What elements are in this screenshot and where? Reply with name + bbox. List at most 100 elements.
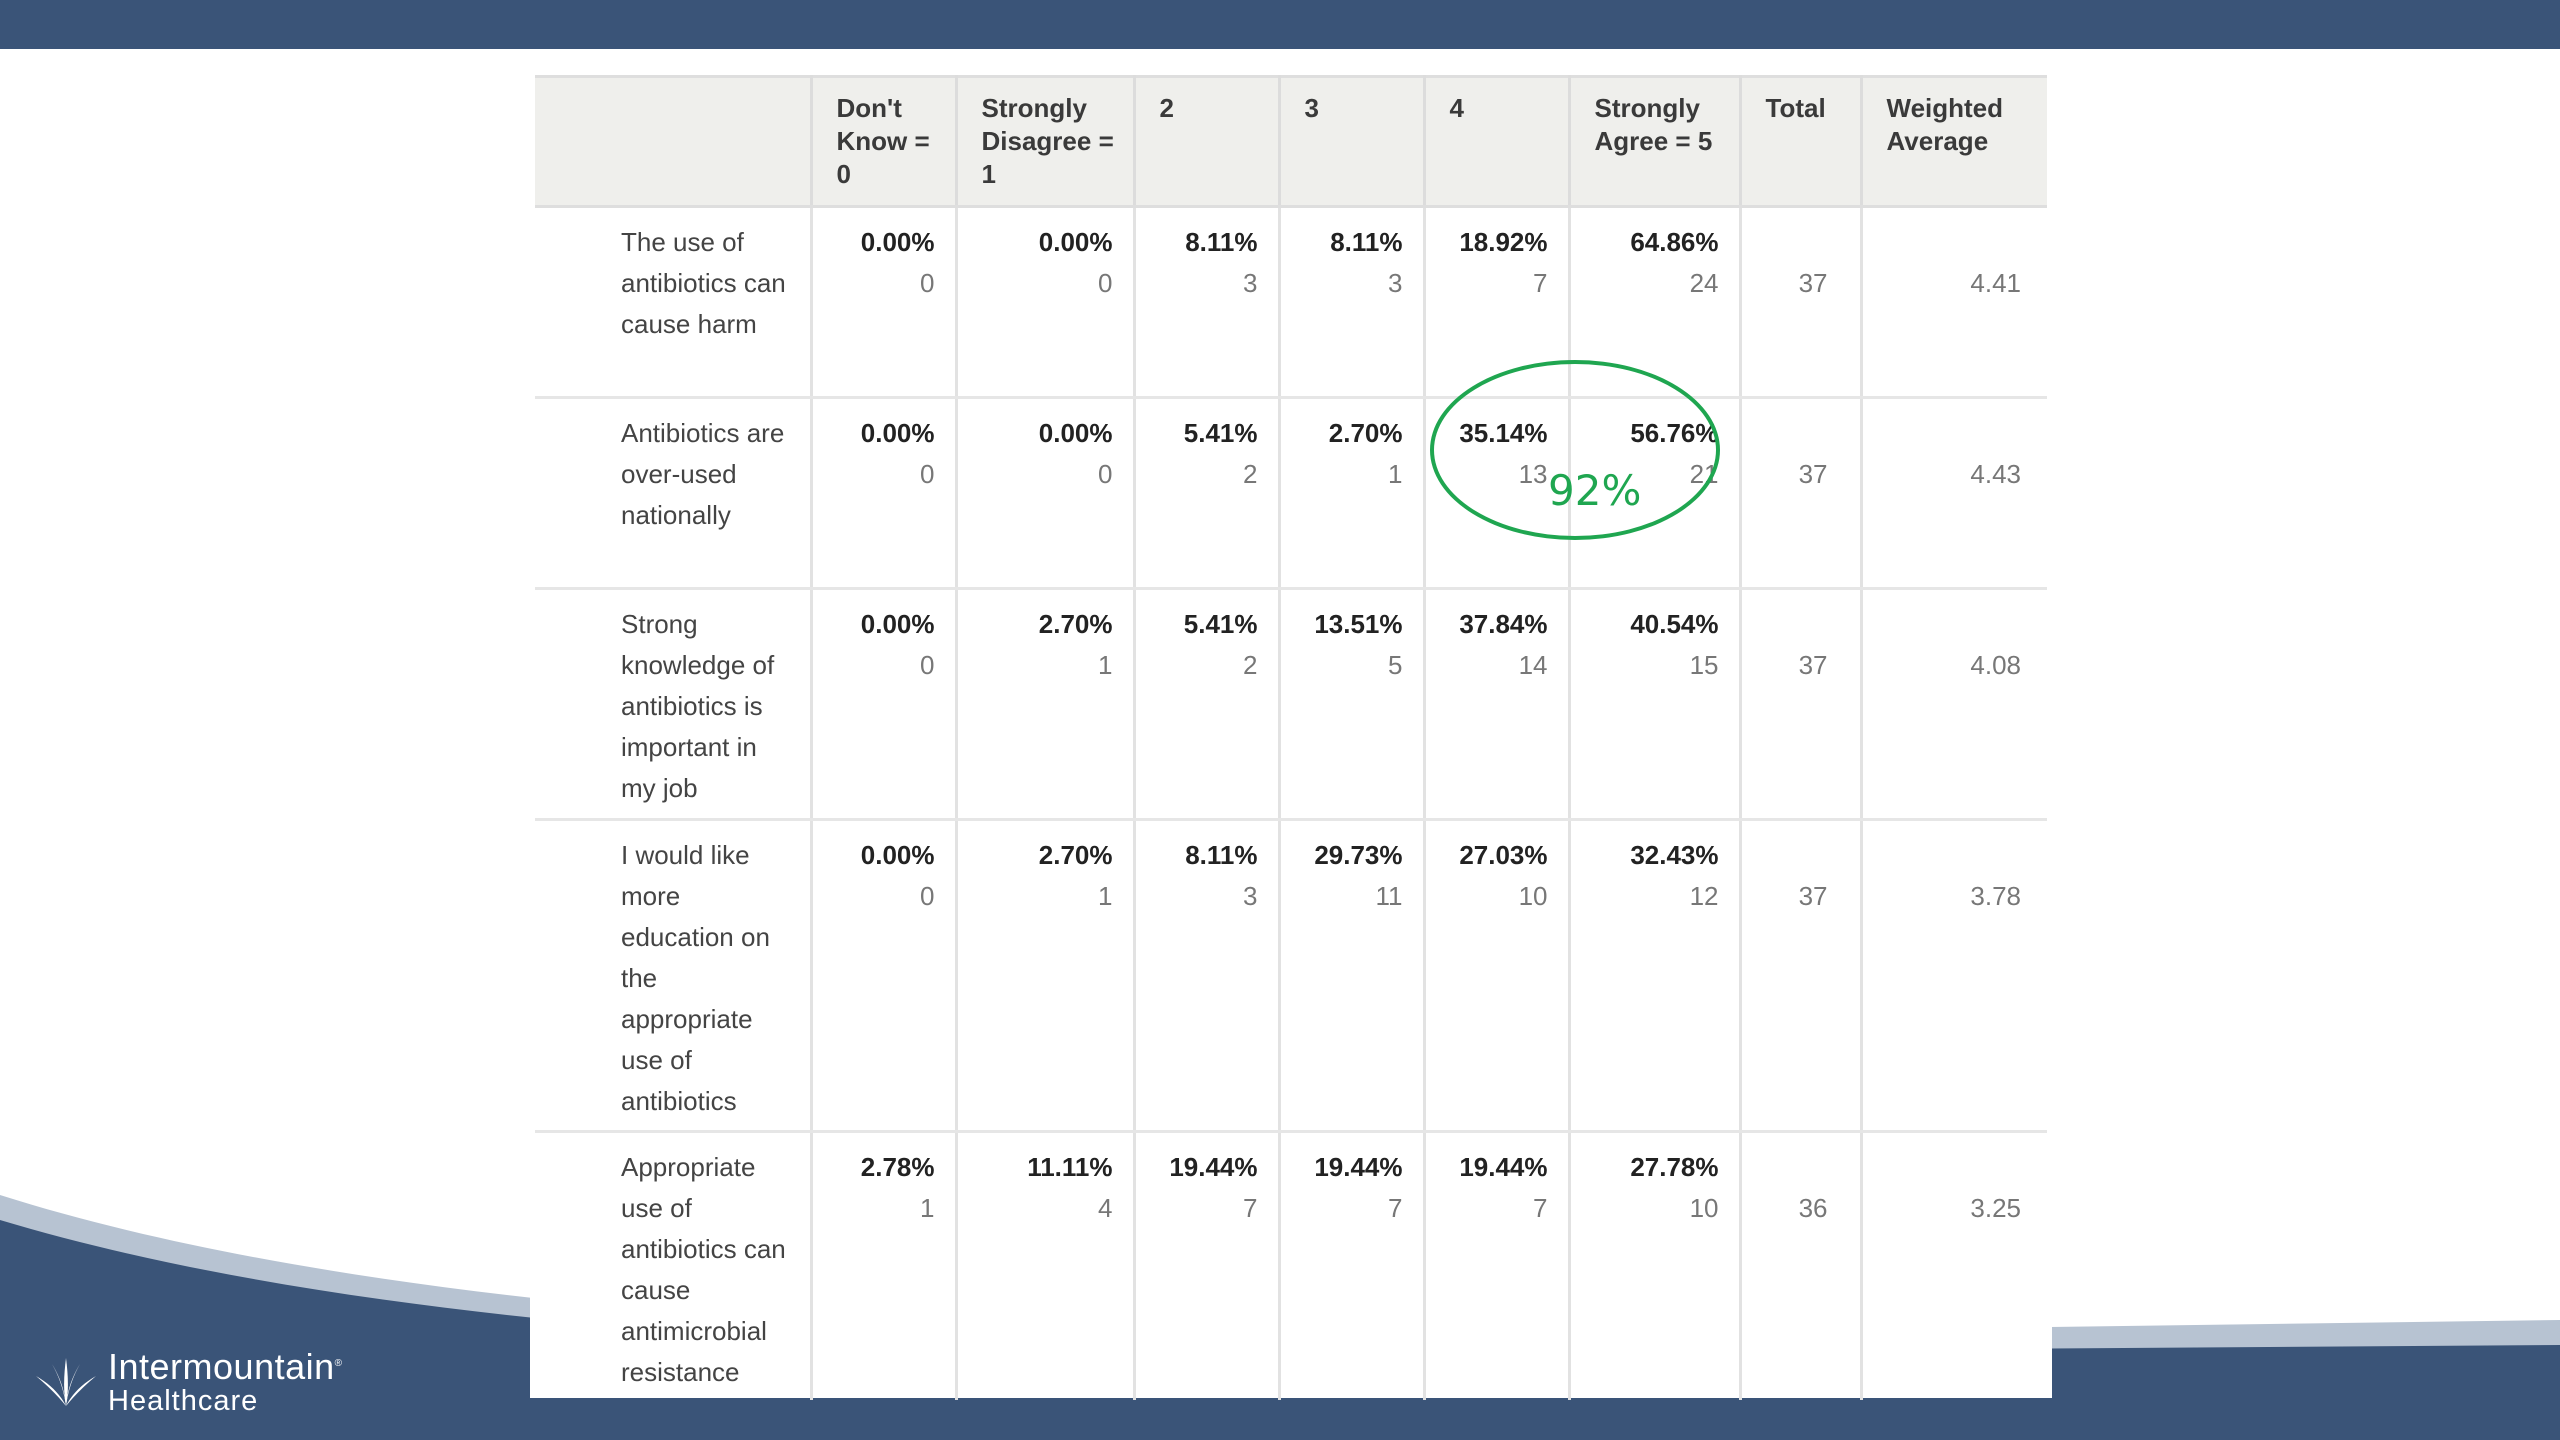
count-value: 10: [1689, 1193, 1719, 1223]
response-cell: 0.00% 0: [956, 206, 1136, 399]
count-value: 11: [1375, 881, 1403, 911]
percent-value: 27.78%: [1630, 1152, 1719, 1182]
question-cell: Appropriate use of antibiotics can cause…: [535, 1131, 813, 1400]
response-cell: 18.92% 7: [1424, 206, 1571, 399]
percent-value: 64.86%: [1630, 227, 1719, 257]
count-value: 15: [1689, 650, 1719, 680]
response-cell: 5.41% 2: [1134, 588, 1281, 821]
percent-value: 0.00%: [860, 418, 935, 448]
response-cell: 19.44% 7: [1279, 1131, 1426, 1400]
response-cell: 13.51% 5: [1279, 588, 1426, 821]
top-banner-bar: [0, 0, 2560, 49]
percent-value: 8.11%: [1185, 227, 1258, 257]
response-cell: 8.11% 3: [1134, 206, 1281, 399]
response-cell: 0.00% 0: [811, 397, 958, 590]
count-value: 3: [1243, 881, 1258, 911]
percent-value: 0.00%: [1038, 227, 1113, 257]
count-value: 0: [920, 268, 935, 298]
trademark-symbol: ®: [334, 1357, 343, 1369]
response-cell: 27.03% 10: [1424, 819, 1571, 1133]
count-value: 2: [1243, 650, 1258, 680]
question-cell: Strong knowledge of antibiotics is impor…: [535, 588, 813, 821]
table-row: I would like more education on the appro…: [535, 819, 2047, 1133]
response-cell: 64.86% 24: [1569, 206, 1742, 399]
count-value: 5: [1388, 650, 1403, 680]
percent-value: 2.78%: [860, 1152, 935, 1182]
count-value: 0: [920, 881, 935, 911]
count-value: 1: [1388, 459, 1403, 489]
count-value: 14: [1518, 650, 1548, 680]
highlight-ellipse: [1430, 360, 1720, 540]
combined-agree-label: 92%: [1548, 466, 1642, 515]
response-cell: 0.00% 0: [956, 397, 1136, 590]
percent-value: 40.54%: [1630, 609, 1719, 639]
response-cell: 0.00% 0: [811, 588, 958, 821]
percent-value: 32.43%: [1630, 840, 1719, 870]
table-row: The use of antibiotics can cause harm 0.…: [535, 206, 2047, 399]
count-value: 0: [920, 650, 935, 680]
brand-name-line2: Healthcare: [108, 1384, 259, 1417]
response-cell: 0.00% 0: [811, 819, 958, 1133]
question-cell: Antibiotics are over-used nationally: [535, 397, 813, 590]
count-value: 3: [1243, 268, 1258, 298]
percent-value: 8.11%: [1185, 840, 1258, 870]
response-cell: 40.54% 15: [1569, 588, 1742, 821]
count-value: 0: [1098, 268, 1113, 298]
percent-value: 0.00%: [860, 840, 935, 870]
header-strongly-disagree: Strongly Disagree = 1: [956, 75, 1136, 208]
total-cell: 36: [1740, 1131, 1863, 1400]
response-cell: 19.44% 7: [1134, 1131, 1281, 1400]
weighted-average-cell: 3.25: [1970, 1193, 2021, 1223]
header-weighted-average: Weighted Average: [1861, 75, 2047, 208]
response-cell: 2.70% 1: [956, 588, 1136, 821]
count-value: 1: [1098, 650, 1113, 680]
total-cell: 37: [1740, 588, 1863, 821]
count-value: 7: [1533, 1193, 1548, 1223]
count-value: 4: [1098, 1193, 1113, 1223]
count-value: 12: [1689, 881, 1719, 911]
response-cell: 19.44% 7: [1424, 1131, 1571, 1400]
percent-value: 2.70%: [1038, 840, 1113, 870]
table-row: Strong knowledge of antibiotics is impor…: [535, 588, 2047, 821]
weighted-average-cell: 4.41: [1861, 206, 2047, 399]
count-value: 24: [1689, 268, 1719, 298]
response-cell: 37.84% 14: [1424, 588, 1571, 821]
count-value: 1: [1098, 881, 1113, 911]
header-3: 3: [1279, 75, 1426, 208]
survey-results-card: Don't Know = 0 Strongly Disagree = 1 2 3…: [530, 75, 2052, 1400]
response-cell: 2.78% 1: [811, 1131, 958, 1400]
percent-value: 19.44%: [1459, 1152, 1548, 1182]
response-cell: 2.70% 1: [956, 819, 1136, 1133]
total-cell: 37: [1740, 206, 1863, 399]
response-cell: 5.41% 2: [1134, 397, 1281, 590]
percent-value: 2.70%: [1328, 418, 1403, 448]
count-value: 7: [1388, 1193, 1403, 1223]
count-value: 7: [1533, 268, 1548, 298]
percent-value: 11.11%: [1027, 1152, 1113, 1182]
response-cell: 8.11% 3: [1134, 819, 1281, 1133]
percent-value: 8.11%: [1330, 227, 1403, 257]
percent-value: 13.51%: [1314, 609, 1403, 639]
total-cell: 37: [1740, 397, 1863, 590]
question-cell: The use of antibiotics can cause harm: [535, 206, 813, 399]
percent-value: 27.03%: [1459, 840, 1548, 870]
percent-value: 0.00%: [860, 609, 935, 639]
count-value: 2: [1243, 459, 1258, 489]
count-value: 1: [920, 1193, 935, 1223]
percent-value: 2.70%: [1038, 609, 1113, 639]
count-value: 0: [920, 459, 935, 489]
header-4: 4: [1424, 75, 1571, 208]
response-cell: 2.70% 1: [1279, 397, 1426, 590]
weighted-average-cell: 4.43: [1861, 397, 2047, 590]
percent-value: 5.41%: [1183, 609, 1258, 639]
response-cell: 29.73% 11: [1279, 819, 1426, 1133]
count-value: 0: [1098, 459, 1113, 489]
intermountain-logo: Intermountain® Healthcare: [30, 1348, 343, 1415]
percent-value: 19.44%: [1314, 1152, 1403, 1182]
intermountain-leaf-logo-icon: [36, 1358, 96, 1406]
response-cell: 0.00% 0: [811, 206, 958, 399]
response-cell: 32.43% 12: [1569, 819, 1742, 1133]
question-cell: I would like more education on the appro…: [535, 819, 813, 1133]
header-question: [535, 75, 813, 208]
weighted-average-cell: 3.78: [1861, 819, 2047, 1133]
